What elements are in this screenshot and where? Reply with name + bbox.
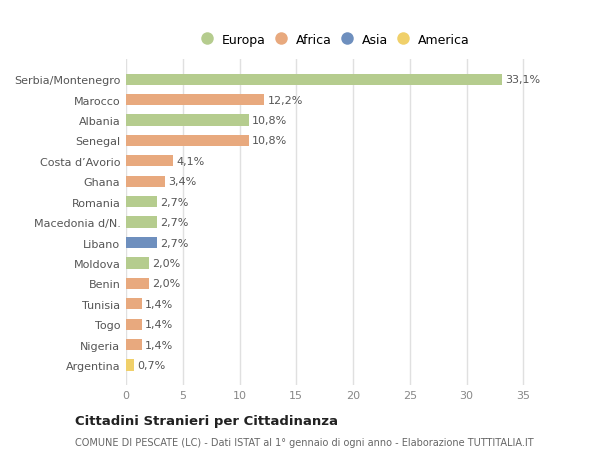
Text: 33,1%: 33,1%: [505, 75, 540, 85]
Text: 12,2%: 12,2%: [268, 95, 303, 106]
Bar: [126, 135, 248, 147]
Bar: [126, 176, 164, 187]
Bar: [126, 319, 142, 330]
Bar: [126, 156, 173, 167]
Text: 1,4%: 1,4%: [145, 299, 173, 309]
Bar: [126, 237, 157, 249]
Text: Cittadini Stranieri per Cittadinanza: Cittadini Stranieri per Cittadinanza: [75, 414, 338, 428]
Bar: [126, 258, 149, 269]
Text: 0,7%: 0,7%: [137, 360, 166, 370]
Bar: [126, 359, 134, 371]
Bar: [126, 95, 265, 106]
Text: 2,7%: 2,7%: [160, 238, 188, 248]
Text: 10,8%: 10,8%: [252, 116, 287, 126]
Text: 2,0%: 2,0%: [152, 279, 181, 289]
Text: 4,1%: 4,1%: [176, 157, 204, 167]
Text: 2,7%: 2,7%: [160, 218, 188, 228]
Legend: Europa, Africa, Asia, America: Europa, Africa, Asia, America: [199, 30, 473, 50]
Bar: [126, 196, 157, 208]
Text: 1,4%: 1,4%: [145, 319, 173, 330]
Bar: [126, 298, 142, 310]
Text: COMUNE DI PESCATE (LC) - Dati ISTAT al 1° gennaio di ogni anno - Elaborazione TU: COMUNE DI PESCATE (LC) - Dati ISTAT al 1…: [75, 437, 533, 447]
Bar: [126, 278, 149, 289]
Text: 2,0%: 2,0%: [152, 258, 181, 269]
Bar: [126, 217, 157, 228]
Bar: [126, 115, 248, 126]
Text: 2,7%: 2,7%: [160, 197, 188, 207]
Text: 10,8%: 10,8%: [252, 136, 287, 146]
Bar: [126, 74, 502, 86]
Text: 1,4%: 1,4%: [145, 340, 173, 350]
Text: 3,4%: 3,4%: [168, 177, 196, 187]
Bar: [126, 339, 142, 350]
